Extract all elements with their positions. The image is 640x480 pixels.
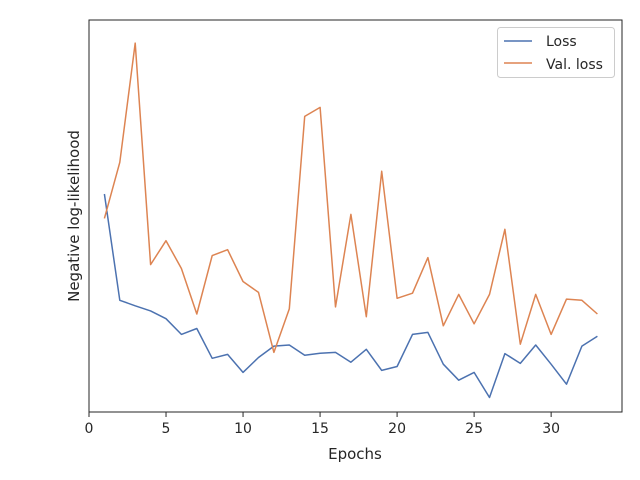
x-tick-label: 30 [542,421,560,437]
legend-box [497,27,615,78]
x-axis-ticks: 0 5 10 15 20 25 30 [85,412,560,437]
series-line-val-loss [103,42,598,354]
plot-frame [88,19,623,413]
x-tick-label: 10 [234,421,252,437]
y-axis-label: Negative log-likelihood [65,130,83,302]
x-tick-label: 15 [311,421,329,437]
legend-label-loss: Loss [546,34,577,50]
x-axis-label: Epochs [328,445,382,463]
x-tick-label: 0 [85,421,94,437]
series-line-loss [103,193,598,399]
legend-label-val-loss: Val. loss [546,57,603,73]
x-tick-label: 25 [465,421,483,437]
legend: Loss Val. loss [497,27,615,78]
series-layer [103,42,598,399]
x-tick-label: 20 [388,421,406,437]
x-tick-label: 5 [162,421,171,437]
